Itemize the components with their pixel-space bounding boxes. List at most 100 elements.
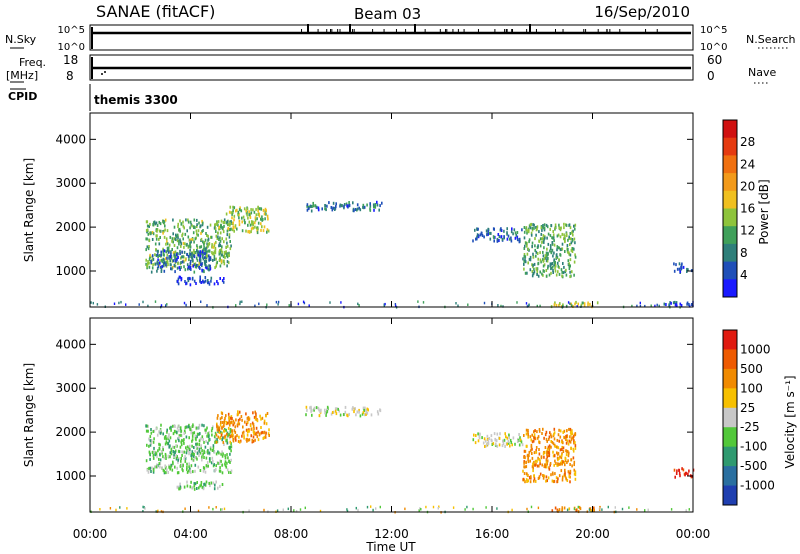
heatmap-cell [238,435,240,439]
heatmap-cell [231,417,233,420]
heatmap-cell [275,300,278,304]
heatmap-cell [554,506,557,510]
heatmap-cell [166,430,168,434]
heatmap-cell [505,435,507,439]
heatmap-cell [302,300,305,304]
heatmap-cell [561,459,563,463]
heatmap-cell [159,453,161,457]
heatmap-cell [184,242,186,246]
heatmap-cell [377,412,380,416]
heatmap-cell [370,505,372,508]
heatmap-cell [559,235,562,239]
heatmap-cell [222,452,224,456]
heatmap-cell [226,233,229,237]
heatmap-cell [162,432,164,436]
heatmap-cell [217,435,220,439]
heatmap-cell [418,509,420,512]
heatmap-cell [199,279,201,283]
heatmap-cell [674,303,677,307]
heatmap-cell [531,274,534,278]
heatmap-cell [192,423,194,427]
heatmap-cell [493,236,495,240]
heatmap-cell [264,434,267,438]
heatmap-cell [560,469,563,473]
heatmap-cell [226,453,228,457]
heatmap-cell [556,438,559,442]
heatmap-cell [262,218,264,221]
heatmap-cell [567,250,569,254]
heatmap-cell [466,505,468,509]
heatmap-cell [235,418,237,422]
heatmap-cell [248,230,250,233]
heatmap-cell [187,265,190,269]
heatmap-cell [187,425,190,428]
heatmap-cell [184,258,187,262]
heatmap-cell [545,479,547,483]
heatmap-cell [310,209,313,213]
heatmap-cell [146,224,149,228]
colorbar-swatch [723,208,737,227]
heatmap-cell [263,431,265,435]
heatmap-cell [256,435,259,439]
heatmap-cell [315,406,318,410]
heatmap-cell [553,261,556,265]
heatmap-cell [164,228,166,232]
heatmap-cell [151,254,154,258]
heatmap-cell [253,210,256,214]
heatmap-cell [221,253,223,257]
heatmap-cell [191,434,194,438]
heatmap-cell [268,434,270,437]
heatmap-cell [180,463,183,467]
heatmap-cell [265,431,267,435]
heatmap-cell [560,456,563,459]
heatmap-cell [205,428,207,432]
heatmap-cell [160,270,163,273]
heatmap-cell [557,246,559,250]
heatmap-cell [687,472,689,476]
heatmap-cell [159,431,162,435]
heatmap-cell [556,456,559,460]
heatmap-cell [551,262,553,265]
heatmap-cell [148,437,150,441]
heatmap-cell [165,260,168,264]
heatmap-cell [537,436,539,440]
heatmap-cell [229,247,232,251]
heatmap-cell [183,301,186,305]
heatmap-cell [209,264,211,268]
heatmap-cell [152,470,155,474]
heatmap-cell [538,476,541,480]
heatmap-cell [223,259,225,263]
heatmap-cell [224,460,227,464]
heatmap-cell [195,236,197,240]
heatmap-cell [553,303,556,307]
heatmap-cell [512,436,515,440]
heatmap-cell [346,413,348,417]
heatmap-cell [226,468,229,472]
heatmap-cell [326,409,329,413]
heatmap-cell [96,303,99,306]
heatmap-cell [247,416,250,420]
heatmap-cell [527,460,530,464]
heatmap-cell [204,428,206,432]
heatmap-cell [517,238,519,242]
heatmap-cell [262,436,265,440]
heatmap-cell [227,261,230,265]
power-colorbar-title: Power [dB] [757,179,771,244]
heatmap-cell [567,442,570,446]
heatmap-cell [308,304,310,307]
heatmap-cell [523,254,526,258]
heatmap-cell [564,463,566,467]
heatmap-cell [179,268,181,271]
heatmap-cell [155,427,158,431]
heatmap-cell [566,244,569,247]
heatmap-cell [156,249,159,253]
heatmap-cell [167,435,170,439]
heatmap-cell [558,246,561,250]
heatmap-cell [178,434,181,438]
heatmap-cell [487,441,490,445]
heatmap-cell [186,462,188,466]
heatmap-cell [149,443,152,447]
heatmap-cell [218,252,221,256]
heatmap-cell [212,258,214,262]
